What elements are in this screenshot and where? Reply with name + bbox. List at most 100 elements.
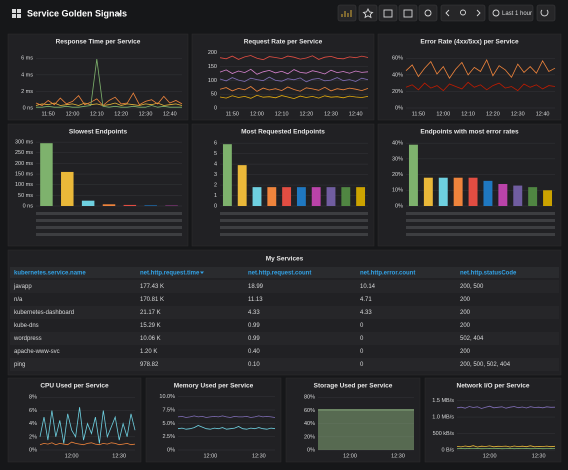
endpoint-label-blur xyxy=(220,226,368,229)
bar xyxy=(341,187,351,206)
bar xyxy=(311,187,321,206)
panel xyxy=(191,33,375,121)
table-cell: 0 xyxy=(360,323,364,329)
bar xyxy=(408,144,418,206)
endpoint-label-blur xyxy=(220,233,368,236)
table-cell: kube-dns xyxy=(14,323,39,329)
table-cell: 10.06 K xyxy=(140,336,161,342)
bar xyxy=(267,187,277,206)
endpoint-label-blur xyxy=(36,212,182,215)
series-line xyxy=(219,94,369,100)
panel-title: Endpoints with most error rates xyxy=(420,129,519,136)
table-row-bg xyxy=(10,332,559,345)
x-tick-label: 12:10 xyxy=(275,111,289,117)
y-tick-label: 8% xyxy=(29,395,37,401)
panel-title: Request Rate per Service xyxy=(244,39,323,46)
table-header-bg xyxy=(10,267,559,278)
panel xyxy=(7,33,189,121)
column-header[interactable]: net.http.request.time xyxy=(140,271,200,277)
table-cell: 0 xyxy=(360,362,364,368)
bar xyxy=(40,143,53,206)
panel-title: CPU Used per Service xyxy=(40,383,109,390)
y-tick-label: 150 xyxy=(208,64,217,70)
y-tick-label: 0% xyxy=(395,203,403,209)
x-tick-label: 12:20 xyxy=(299,111,313,117)
x-tick-label: 12:00 xyxy=(436,111,450,117)
time-range[interactable]: Last 1 hour xyxy=(502,11,532,17)
y-tick-label: 1 xyxy=(214,193,217,199)
share-button[interactable] xyxy=(378,4,398,22)
star-button[interactable] xyxy=(358,4,378,22)
panel xyxy=(377,33,562,121)
y-tick-label: 30% xyxy=(392,156,403,162)
panel-title: Slowest Endpoints xyxy=(69,129,128,136)
y-tick-label: 1.0 MB/s xyxy=(432,415,454,421)
y-tick-label: 200 ms xyxy=(15,161,33,167)
series-line xyxy=(219,55,369,61)
column-header[interactable]: net.http.statusCode xyxy=(460,271,517,277)
table-cell: ping xyxy=(14,362,25,368)
table-cell: 200, 500, 502, 404 xyxy=(460,362,511,368)
endpoint-label-blur xyxy=(406,212,555,215)
add-panel-button[interactable] xyxy=(337,4,357,22)
y-tick-label: 20% xyxy=(304,434,315,440)
settings-button[interactable] xyxy=(418,4,438,22)
series-line xyxy=(177,425,276,430)
panel xyxy=(7,123,189,247)
series-line xyxy=(39,441,136,446)
bar xyxy=(498,184,508,206)
series-line xyxy=(39,407,136,444)
bar xyxy=(423,177,433,206)
table-row-bg xyxy=(10,358,559,371)
series-line xyxy=(456,445,556,448)
bar xyxy=(326,187,336,206)
table-cell: 15.29 K xyxy=(140,323,161,329)
column-header[interactable]: kubernetes.service.name xyxy=(14,271,86,277)
x-tick-label: 12:30 xyxy=(532,453,546,459)
x-tick-label: 12:10 xyxy=(90,111,104,117)
series-line xyxy=(35,102,183,106)
dashboard-title[interactable]: Service Golden Signals xyxy=(27,8,127,18)
table-cell: 502, 404 xyxy=(460,336,484,342)
zoom-controls[interactable] xyxy=(440,4,486,22)
series-line xyxy=(35,92,183,107)
series-line xyxy=(219,86,369,92)
y-tick-label: 2 xyxy=(214,183,217,189)
y-tick-label: 60% xyxy=(304,408,315,414)
table-cell: 4.71 xyxy=(360,297,372,303)
bar xyxy=(123,204,137,206)
series-line xyxy=(177,415,276,418)
table-cell: 177.43 K xyxy=(140,284,164,290)
table-cell: 10.14 xyxy=(360,284,376,290)
title-caret[interactable] xyxy=(116,13,122,16)
time-picker[interactable] xyxy=(488,4,534,22)
series-line xyxy=(219,68,369,75)
bar xyxy=(468,177,478,206)
table-cell: 1.20 K xyxy=(140,349,157,355)
refresh-button[interactable] xyxy=(536,4,556,22)
save-button[interactable] xyxy=(398,4,418,22)
y-tick-label: 10% xyxy=(392,188,403,194)
y-tick-label: 1.5 MB/s xyxy=(432,398,454,404)
column-header[interactable]: net.http.request.count xyxy=(248,271,311,277)
column-header[interactable]: net.http.error.count xyxy=(360,271,415,277)
table-cell: 0 xyxy=(360,349,364,355)
bar xyxy=(102,204,116,206)
y-tick-label: 500 kB/s xyxy=(433,431,455,437)
panel-title: Response Time per Service xyxy=(56,39,141,46)
series-line xyxy=(405,81,556,92)
panel-title: Most Requested Endpoints xyxy=(241,129,325,136)
panel xyxy=(145,377,282,463)
endpoint-label-blur xyxy=(406,233,555,236)
y-tick-label: 250 ms xyxy=(15,150,33,156)
y-tick-label: 100 ms xyxy=(15,182,33,188)
series-line xyxy=(405,58,556,79)
table-cell: 18.99 xyxy=(248,284,264,290)
dashboard-icon[interactable] xyxy=(12,9,21,18)
bar xyxy=(252,187,262,206)
table-cell: 21.17 K xyxy=(140,310,161,316)
table-cell: 4.33 xyxy=(248,310,260,316)
y-tick-label: 6 xyxy=(214,141,217,147)
y-tick-label: 40% xyxy=(304,421,315,427)
y-tick-label: 0% xyxy=(307,447,315,453)
